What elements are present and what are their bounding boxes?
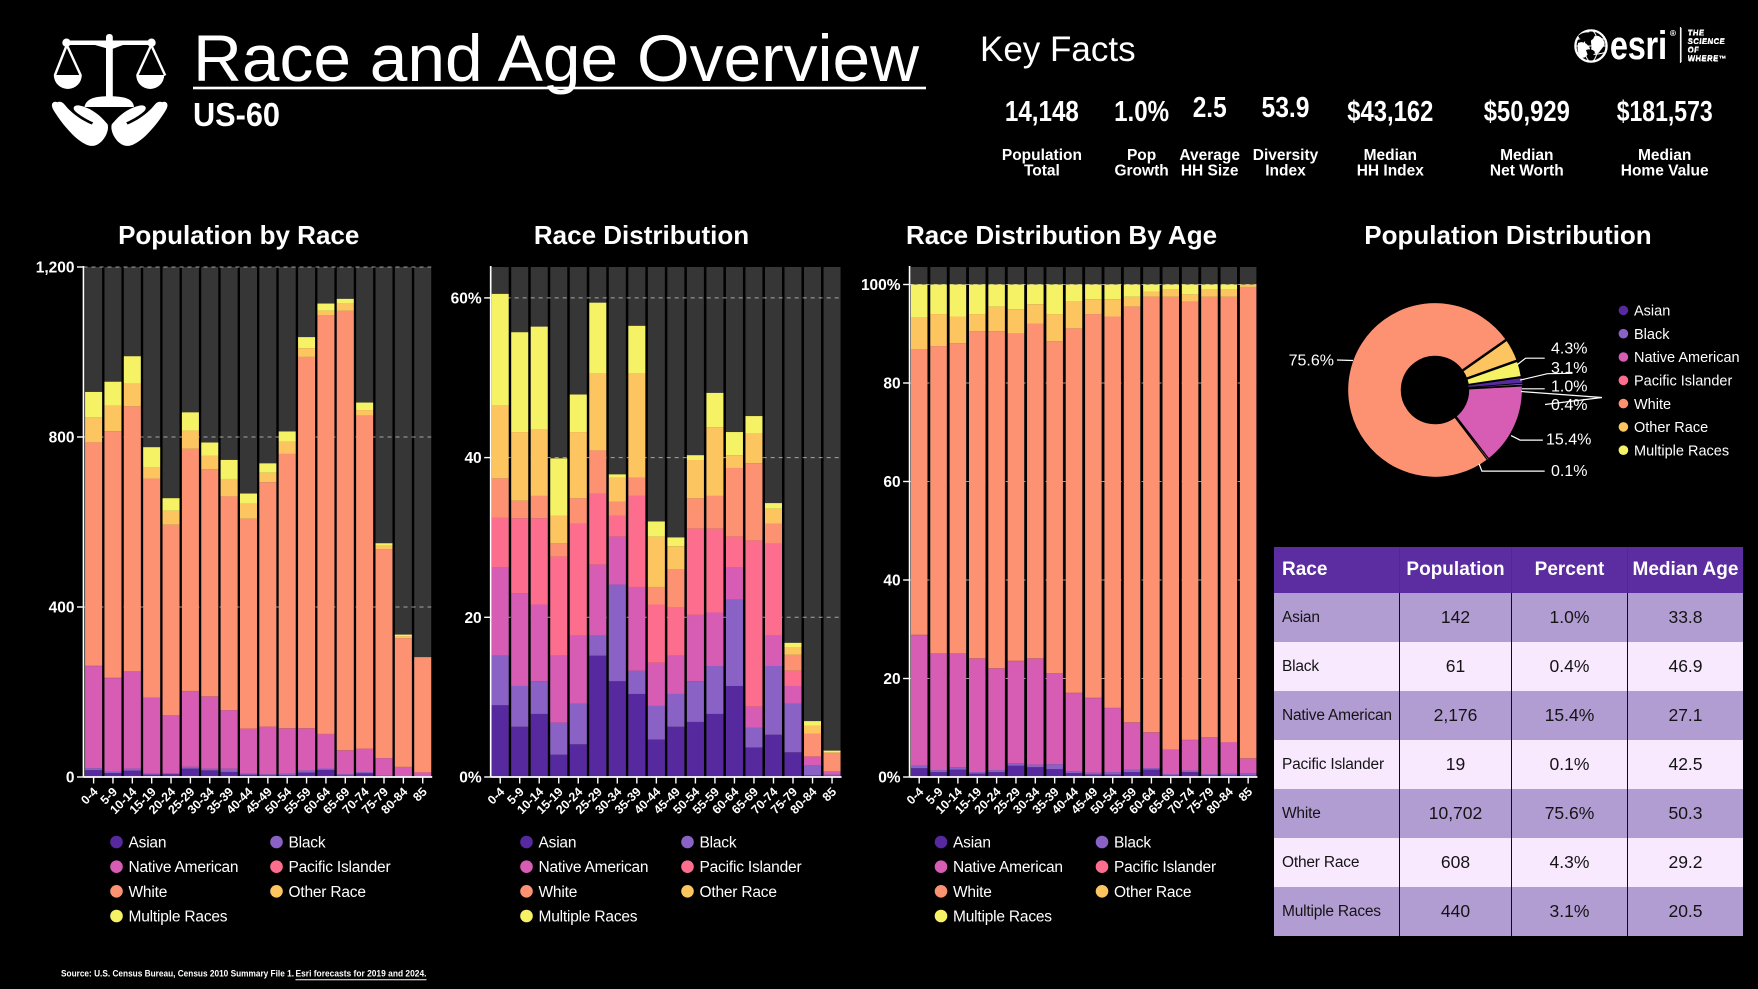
svg-text:1.0%: 1.0% — [1114, 96, 1169, 128]
svg-text:US-60: US-60 — [193, 96, 280, 133]
svg-text:80: 80 — [883, 376, 900, 393]
svg-text:100%: 100% — [861, 277, 901, 294]
svg-text:WHERE™: WHERE™ — [1688, 54, 1727, 63]
svg-text:Diversity: Diversity — [1253, 147, 1319, 164]
svg-text:20: 20 — [464, 610, 481, 627]
svg-text:0%: 0% — [878, 770, 901, 787]
svg-text:Growth: Growth — [1114, 162, 1168, 179]
svg-text:0%: 0% — [459, 770, 482, 787]
svg-text:Pacific Islander: Pacific Islander — [700, 859, 802, 876]
svg-text:Median: Median — [1500, 147, 1553, 164]
svg-text:HH Index: HH Index — [1357, 162, 1425, 179]
svg-text:HH Size: HH Size — [1181, 162, 1239, 179]
svg-text:Index: Index — [1265, 162, 1306, 179]
svg-text:OF: OF — [1688, 46, 1700, 55]
svg-text:Race and Age Overview: Race and Age Overview — [193, 21, 919, 95]
svg-text:Other Race: Other Race — [289, 884, 366, 901]
svg-text:White: White — [953, 884, 992, 901]
svg-text:White: White — [1634, 397, 1671, 413]
svg-text:Asian: Asian — [953, 835, 991, 852]
svg-text:Multiple Races: Multiple Races — [539, 909, 638, 926]
svg-text:OF: OF — [1688, 46, 1700, 55]
svg-text:Average: Average — [1179, 147, 1240, 164]
svg-text:Population by Race: Population by Race — [118, 220, 359, 250]
svg-text:SCIENCE: SCIENCE — [1688, 37, 1726, 46]
svg-text:Pacific Islander: Pacific Islander — [289, 859, 391, 876]
svg-text:Native American: Native American — [539, 859, 649, 876]
svg-text:800: 800 — [49, 430, 75, 447]
svg-text:14,148: 14,148 — [1005, 96, 1079, 128]
svg-text:Key Facts: Key Facts — [980, 30, 1136, 69]
svg-text:Race Distribution: Race Distribution — [534, 220, 749, 250]
svg-text:15.4%: 15.4% — [1546, 432, 1591, 449]
svg-text:$43,162: $43,162 — [1347, 96, 1433, 128]
svg-text:3.1%: 3.1% — [1551, 360, 1587, 377]
svg-text:Pacific Islander: Pacific Islander — [1634, 374, 1732, 390]
svg-text:0.1%: 0.1% — [1551, 463, 1587, 480]
svg-text:60: 60 — [883, 474, 900, 491]
svg-text:4.3%: 4.3% — [1551, 341, 1587, 358]
svg-text:White: White — [129, 884, 168, 901]
svg-text:White: White — [539, 884, 578, 901]
svg-text:Median: Median — [1364, 147, 1417, 164]
svg-text:Multiple Races: Multiple Races — [129, 909, 228, 926]
svg-text:53.9: 53.9 — [1262, 92, 1310, 124]
svg-text:40: 40 — [464, 450, 481, 467]
svg-text:Pop: Pop — [1127, 147, 1156, 164]
svg-text:0.4%: 0.4% — [1551, 397, 1587, 414]
svg-text:Asian: Asian — [1634, 304, 1670, 320]
svg-text:Other Race: Other Race — [700, 884, 777, 901]
svg-text:Population: Population — [1002, 147, 1082, 164]
svg-text:40: 40 — [883, 573, 900, 590]
svg-text:Home Value: Home Value — [1621, 162, 1709, 179]
svg-text:Source: U.S. Census Bureau, Ce: Source: U.S. Census Bureau, Census 2010 … — [61, 969, 294, 980]
svg-text:Pacific Islander: Pacific Islander — [1114, 859, 1216, 876]
svg-text:WHERE™: WHERE™ — [1688, 54, 1727, 63]
svg-text:60%: 60% — [451, 290, 482, 307]
svg-text:$50,929: $50,929 — [1484, 96, 1570, 128]
svg-text:75.6%: 75.6% — [1289, 353, 1334, 370]
svg-text:Asian: Asian — [129, 835, 167, 852]
svg-text:$181,573: $181,573 — [1617, 96, 1713, 128]
svg-text:Native American: Native American — [953, 859, 1063, 876]
svg-text:Other Race: Other Race — [1634, 420, 1708, 436]
svg-text:Race Distribution By Age: Race Distribution By Age — [906, 220, 1217, 250]
svg-text:Population Distribution: Population Distribution — [1364, 220, 1651, 250]
svg-text:Native American: Native American — [1634, 350, 1740, 366]
svg-text:1.0%: 1.0% — [1551, 379, 1587, 396]
svg-text:20: 20 — [883, 671, 900, 688]
svg-text:Black: Black — [1114, 835, 1151, 852]
svg-text:Asian: Asian — [539, 835, 577, 852]
svg-text:400: 400 — [49, 600, 75, 617]
svg-text:Multiple Races: Multiple Races — [1634, 443, 1729, 459]
svg-text:Multiple Races: Multiple Races — [953, 909, 1052, 926]
svg-text:Black: Black — [289, 835, 326, 852]
svg-text:Total: Total — [1024, 162, 1060, 179]
svg-text:®: ® — [1670, 29, 1676, 38]
svg-text:THE: THE — [1688, 29, 1705, 38]
svg-text:Black: Black — [700, 835, 737, 852]
svg-text:esri: esri — [1610, 24, 1667, 68]
svg-text:1,200: 1,200 — [36, 260, 75, 277]
svg-text:Black: Black — [1634, 327, 1670, 343]
svg-text:Median: Median — [1638, 147, 1691, 164]
svg-text:Esri forecasts for 2019 and 20: Esri forecasts for 2019 and 2024. — [296, 969, 427, 980]
svg-text:®: ® — [1670, 29, 1676, 38]
svg-text:Other Race: Other Race — [1114, 884, 1191, 901]
svg-text:esri: esri — [1610, 24, 1667, 68]
svg-text:Net Worth: Net Worth — [1490, 162, 1564, 179]
svg-text:SCIENCE: SCIENCE — [1688, 37, 1726, 46]
svg-text:2.5: 2.5 — [1193, 92, 1227, 124]
svg-text:0: 0 — [66, 770, 75, 787]
svg-text:Native American: Native American — [129, 859, 239, 876]
svg-text:THE: THE — [1688, 29, 1705, 38]
